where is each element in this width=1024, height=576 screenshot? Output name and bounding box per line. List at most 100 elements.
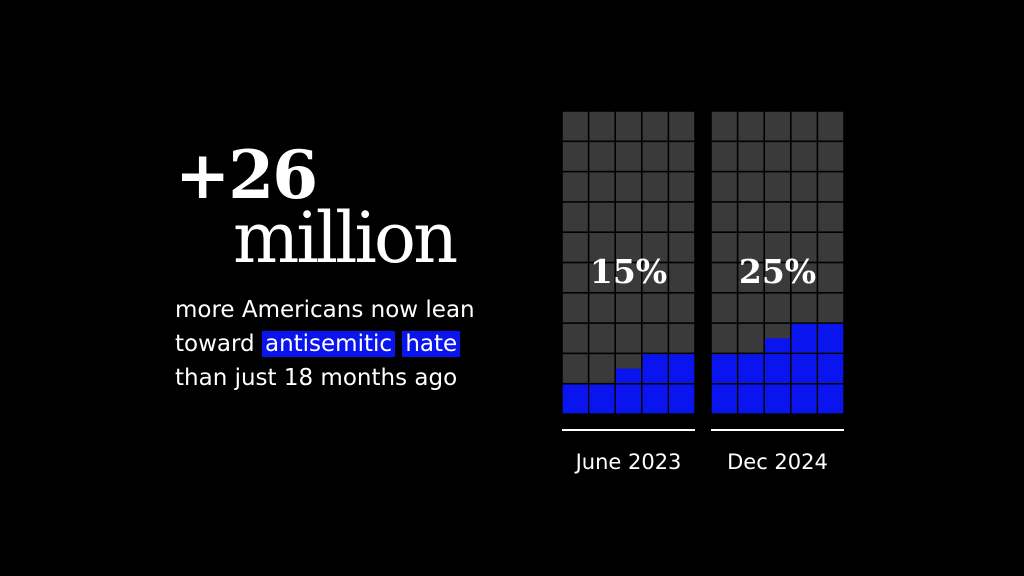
filled-cell <box>642 384 668 414</box>
grid-cell <box>616 142 641 171</box>
filled-cell <box>711 354 737 383</box>
grid-cell <box>765 202 790 232</box>
grid-cell <box>589 142 615 171</box>
grid-cell <box>669 202 695 232</box>
filled-cell-partial <box>616 368 641 383</box>
grid-cell <box>589 172 615 202</box>
grid-cell <box>738 172 764 202</box>
grid-cell <box>818 142 844 171</box>
grid-cell <box>791 263 817 292</box>
filled-cell <box>738 354 764 383</box>
percent-label: 25% <box>739 252 816 291</box>
grid-cell <box>818 202 844 232</box>
grid-cell <box>589 202 615 232</box>
grid-cell <box>669 323 695 353</box>
filled-cell <box>791 384 817 414</box>
grid-cell <box>642 142 668 171</box>
grid-cell <box>765 172 790 202</box>
filled-cell <box>738 384 764 414</box>
grid-cell <box>818 172 844 202</box>
filled-cell <box>562 384 588 414</box>
grid-cell <box>711 202 737 232</box>
grid-cell <box>669 172 695 202</box>
grid-cell <box>711 293 737 323</box>
grid-cell <box>589 111 615 141</box>
grid-cell <box>562 233 588 262</box>
grid-cell <box>562 354 588 383</box>
grid-cell <box>791 202 817 232</box>
filled-cell <box>818 323 844 353</box>
grid-cell <box>642 293 668 323</box>
caption-highlight-2: hate <box>402 331 461 357</box>
filled-cell <box>765 354 790 383</box>
category-label: June 2023 <box>574 450 682 474</box>
grid-cell <box>765 233 790 262</box>
grid-cell <box>642 172 668 202</box>
filled-cell <box>616 384 641 414</box>
grid-cell <box>711 263 737 292</box>
grid-cell <box>791 111 817 141</box>
filled-cell-partial <box>765 338 790 353</box>
filled-cell <box>818 384 844 414</box>
grid-cell <box>738 263 764 292</box>
category-label: Dec 2024 <box>727 450 828 474</box>
grid-cell <box>616 263 641 292</box>
grid-cell <box>738 111 764 141</box>
headline-line2: million <box>233 197 458 279</box>
grid-cell <box>791 233 817 262</box>
grid-cell <box>711 142 737 171</box>
grid-cell <box>562 172 588 202</box>
grid-cell <box>562 263 588 292</box>
grid-cell <box>616 323 641 353</box>
grid-cell <box>589 233 615 262</box>
grid-cell <box>589 293 615 323</box>
grid-cell <box>791 142 817 171</box>
grid-cell <box>818 111 844 141</box>
filled-cell <box>669 384 695 414</box>
grid-cell <box>669 293 695 323</box>
filled-cell <box>711 384 737 414</box>
grid-cell <box>669 233 695 262</box>
caption-highlight-1: antisemitic <box>261 331 396 357</box>
grid-cell <box>738 293 764 323</box>
grid-cell <box>738 142 764 171</box>
filled-cell <box>791 354 817 383</box>
caption: more Americans now lean toward antisemit… <box>175 293 505 395</box>
grid-cell <box>791 293 817 323</box>
grid-cell <box>589 263 615 292</box>
waffle-panel <box>711 111 844 414</box>
grid-cell <box>642 111 668 141</box>
grid-cell <box>642 263 668 292</box>
grid-cell <box>711 323 737 353</box>
grid-cell <box>669 142 695 171</box>
grid-cell <box>711 111 737 141</box>
grid-cell <box>616 233 641 262</box>
filled-cell <box>642 354 668 383</box>
grid-cell <box>818 293 844 323</box>
grid-cell <box>765 293 790 323</box>
caption-text-1: more Americans now lean toward <box>175 297 475 357</box>
caption-text-2: than just 18 months ago <box>175 365 458 391</box>
filled-cell <box>791 323 817 353</box>
grid-cell <box>738 323 764 353</box>
filled-cell <box>765 384 790 414</box>
grid-cell <box>791 172 817 202</box>
grid-cell <box>616 202 641 232</box>
headline-line1: +26 <box>175 136 318 214</box>
grid-cell <box>589 323 615 353</box>
grid-cell <box>642 323 668 353</box>
grid-cell <box>765 263 790 292</box>
grid-cell <box>642 202 668 232</box>
grid-cell <box>562 142 588 171</box>
grid-cell <box>711 233 737 262</box>
grid-cell <box>738 202 764 232</box>
grid-cell <box>711 172 737 202</box>
grid-cell <box>669 263 695 292</box>
grid-cell <box>738 233 764 262</box>
grid-cell <box>562 323 588 353</box>
filled-cell <box>669 354 695 383</box>
filled-cell <box>589 384 615 414</box>
grid-cell <box>589 354 615 383</box>
percent-label: 15% <box>590 252 667 291</box>
